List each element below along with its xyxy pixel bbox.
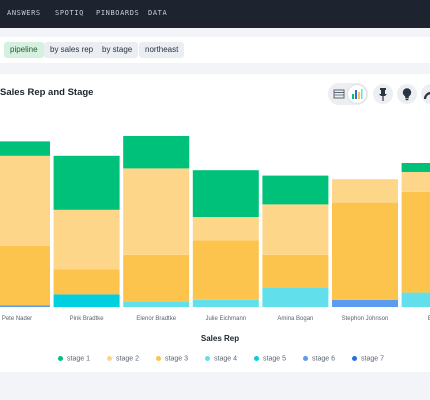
legend-label: stage 7	[361, 355, 384, 363]
chart-view-toggle[interactable]	[348, 85, 366, 103]
legend-color-dot	[254, 355, 259, 361]
legend-item[interactable]: stage 4	[205, 350, 237, 362]
bar-segment[interactable]	[53, 155, 120, 210]
chart-legend: stage 1 stage 2 stage 3 stage 4 stage 5 stage…	[0, 350, 430, 362]
bar-segment[interactable]	[262, 254, 329, 288]
bar-segment[interactable]	[192, 240, 259, 300]
legend-color-dot	[352, 355, 357, 361]
bar-segment[interactable]	[0, 155, 50, 246]
pin-icon	[379, 88, 387, 101]
legend-label: stage 3	[165, 355, 188, 363]
legend-color-dot	[58, 355, 63, 361]
nav-data[interactable]: DATA	[148, 9, 168, 17]
bar-segment[interactable]	[0, 245, 50, 306]
x-tick-label: Elenor Bradtke	[136, 316, 176, 322]
bar-chart-icon	[352, 89, 363, 99]
nav-spotiq[interactable]: SPOTIQ	[55, 9, 84, 17]
search-token-sales-rep[interactable]: by sales rep	[44, 42, 100, 58]
chart-card: Sales Rep and Stage	[0, 74, 430, 372]
x-tick-label: Amina Bogan	[277, 316, 313, 322]
legend-color-dot	[156, 355, 161, 361]
legend-item[interactable]: stage 5	[254, 350, 286, 362]
legend-color-dot	[107, 355, 112, 361]
search-token-region[interactable]: northeast	[139, 42, 185, 58]
legend-label: stage 2	[116, 355, 139, 363]
bar-segment[interactable]	[401, 172, 430, 192]
bar-segment[interactable]	[123, 136, 190, 169]
view-toggle	[328, 83, 368, 105]
bar-segment[interactable]	[401, 292, 430, 307]
more-icon	[423, 92, 430, 100]
x-tick-label: Stephon Johnson	[342, 316, 389, 322]
table-view-toggle[interactable]	[330, 85, 348, 103]
bar-segment[interactable]	[262, 204, 329, 255]
bar-segment[interactable]	[0, 305, 50, 307]
bar-segment[interactable]	[401, 191, 430, 293]
bar-segment[interactable]	[332, 202, 398, 300]
chart-title: Sales Rep and Stage	[0, 87, 94, 98]
search-bar[interactable]: pipeline by sales rep by stage northeast	[0, 37, 430, 63]
bar-segment[interactable]	[332, 179, 398, 203]
table-icon	[333, 89, 345, 99]
legend-item[interactable]: stage 1	[58, 350, 90, 362]
bar-segment[interactable]	[123, 301, 190, 307]
x-tick-label: Julie Eichmann	[205, 316, 246, 322]
legend-label: stage 4	[214, 355, 237, 363]
bar-segment[interactable]	[53, 294, 120, 307]
stacked-bar-chart: Pete Nader Pink Bradtke Elenor Bradtke Juli…	[0, 136, 430, 322]
pin-button[interactable]	[373, 84, 393, 104]
more-button[interactable]	[421, 84, 430, 104]
legend-label: stage 5	[263, 355, 286, 363]
bar-segment[interactable]	[192, 217, 259, 241]
bar-segment[interactable]	[53, 209, 120, 270]
legend-item[interactable]: stage 3	[156, 350, 188, 362]
x-tick-label: Pete Nader	[2, 316, 32, 322]
x-tick-label: Boris	[428, 316, 430, 322]
lightbulb-icon	[402, 88, 412, 101]
nav-answers[interactable]: ANSWERS	[7, 9, 41, 17]
legend-label: stage 1	[67, 355, 90, 363]
bar-segment[interactable]	[0, 141, 50, 156]
legend-color-dot	[303, 355, 308, 361]
legend-item[interactable]: stage 6	[303, 350, 335, 362]
bar-segment[interactable]	[192, 299, 259, 307]
x-axis-title: Sales Rep	[200, 334, 240, 343]
legend-item[interactable]: stage 7	[352, 350, 384, 362]
bar-segment[interactable]	[53, 269, 120, 295]
bar-segment[interactable]	[192, 170, 259, 217]
bar-segment[interactable]	[401, 163, 430, 172]
top-navigation-bar: ANSWERS SPOTIQ PINBOARDS DATA	[0, 0, 430, 28]
nav-pinboards[interactable]: PINBOARDS	[96, 9, 140, 17]
bar-segment[interactable]	[262, 175, 329, 205]
legend-item[interactable]: stage 2	[107, 350, 139, 362]
x-tick-label: Pink Bradtke	[70, 316, 105, 322]
search-token-pipeline[interactable]: pipeline	[4, 42, 44, 58]
bar-segment[interactable]	[332, 299, 398, 307]
bar-segment[interactable]	[123, 254, 190, 302]
search-token-stage[interactable]: by stage	[96, 42, 139, 58]
legend-color-dot	[205, 355, 210, 361]
bar-segment[interactable]	[262, 287, 329, 307]
insight-button[interactable]	[397, 84, 417, 104]
bar-segment[interactable]	[123, 168, 190, 255]
legend-label: stage 6	[312, 355, 335, 363]
